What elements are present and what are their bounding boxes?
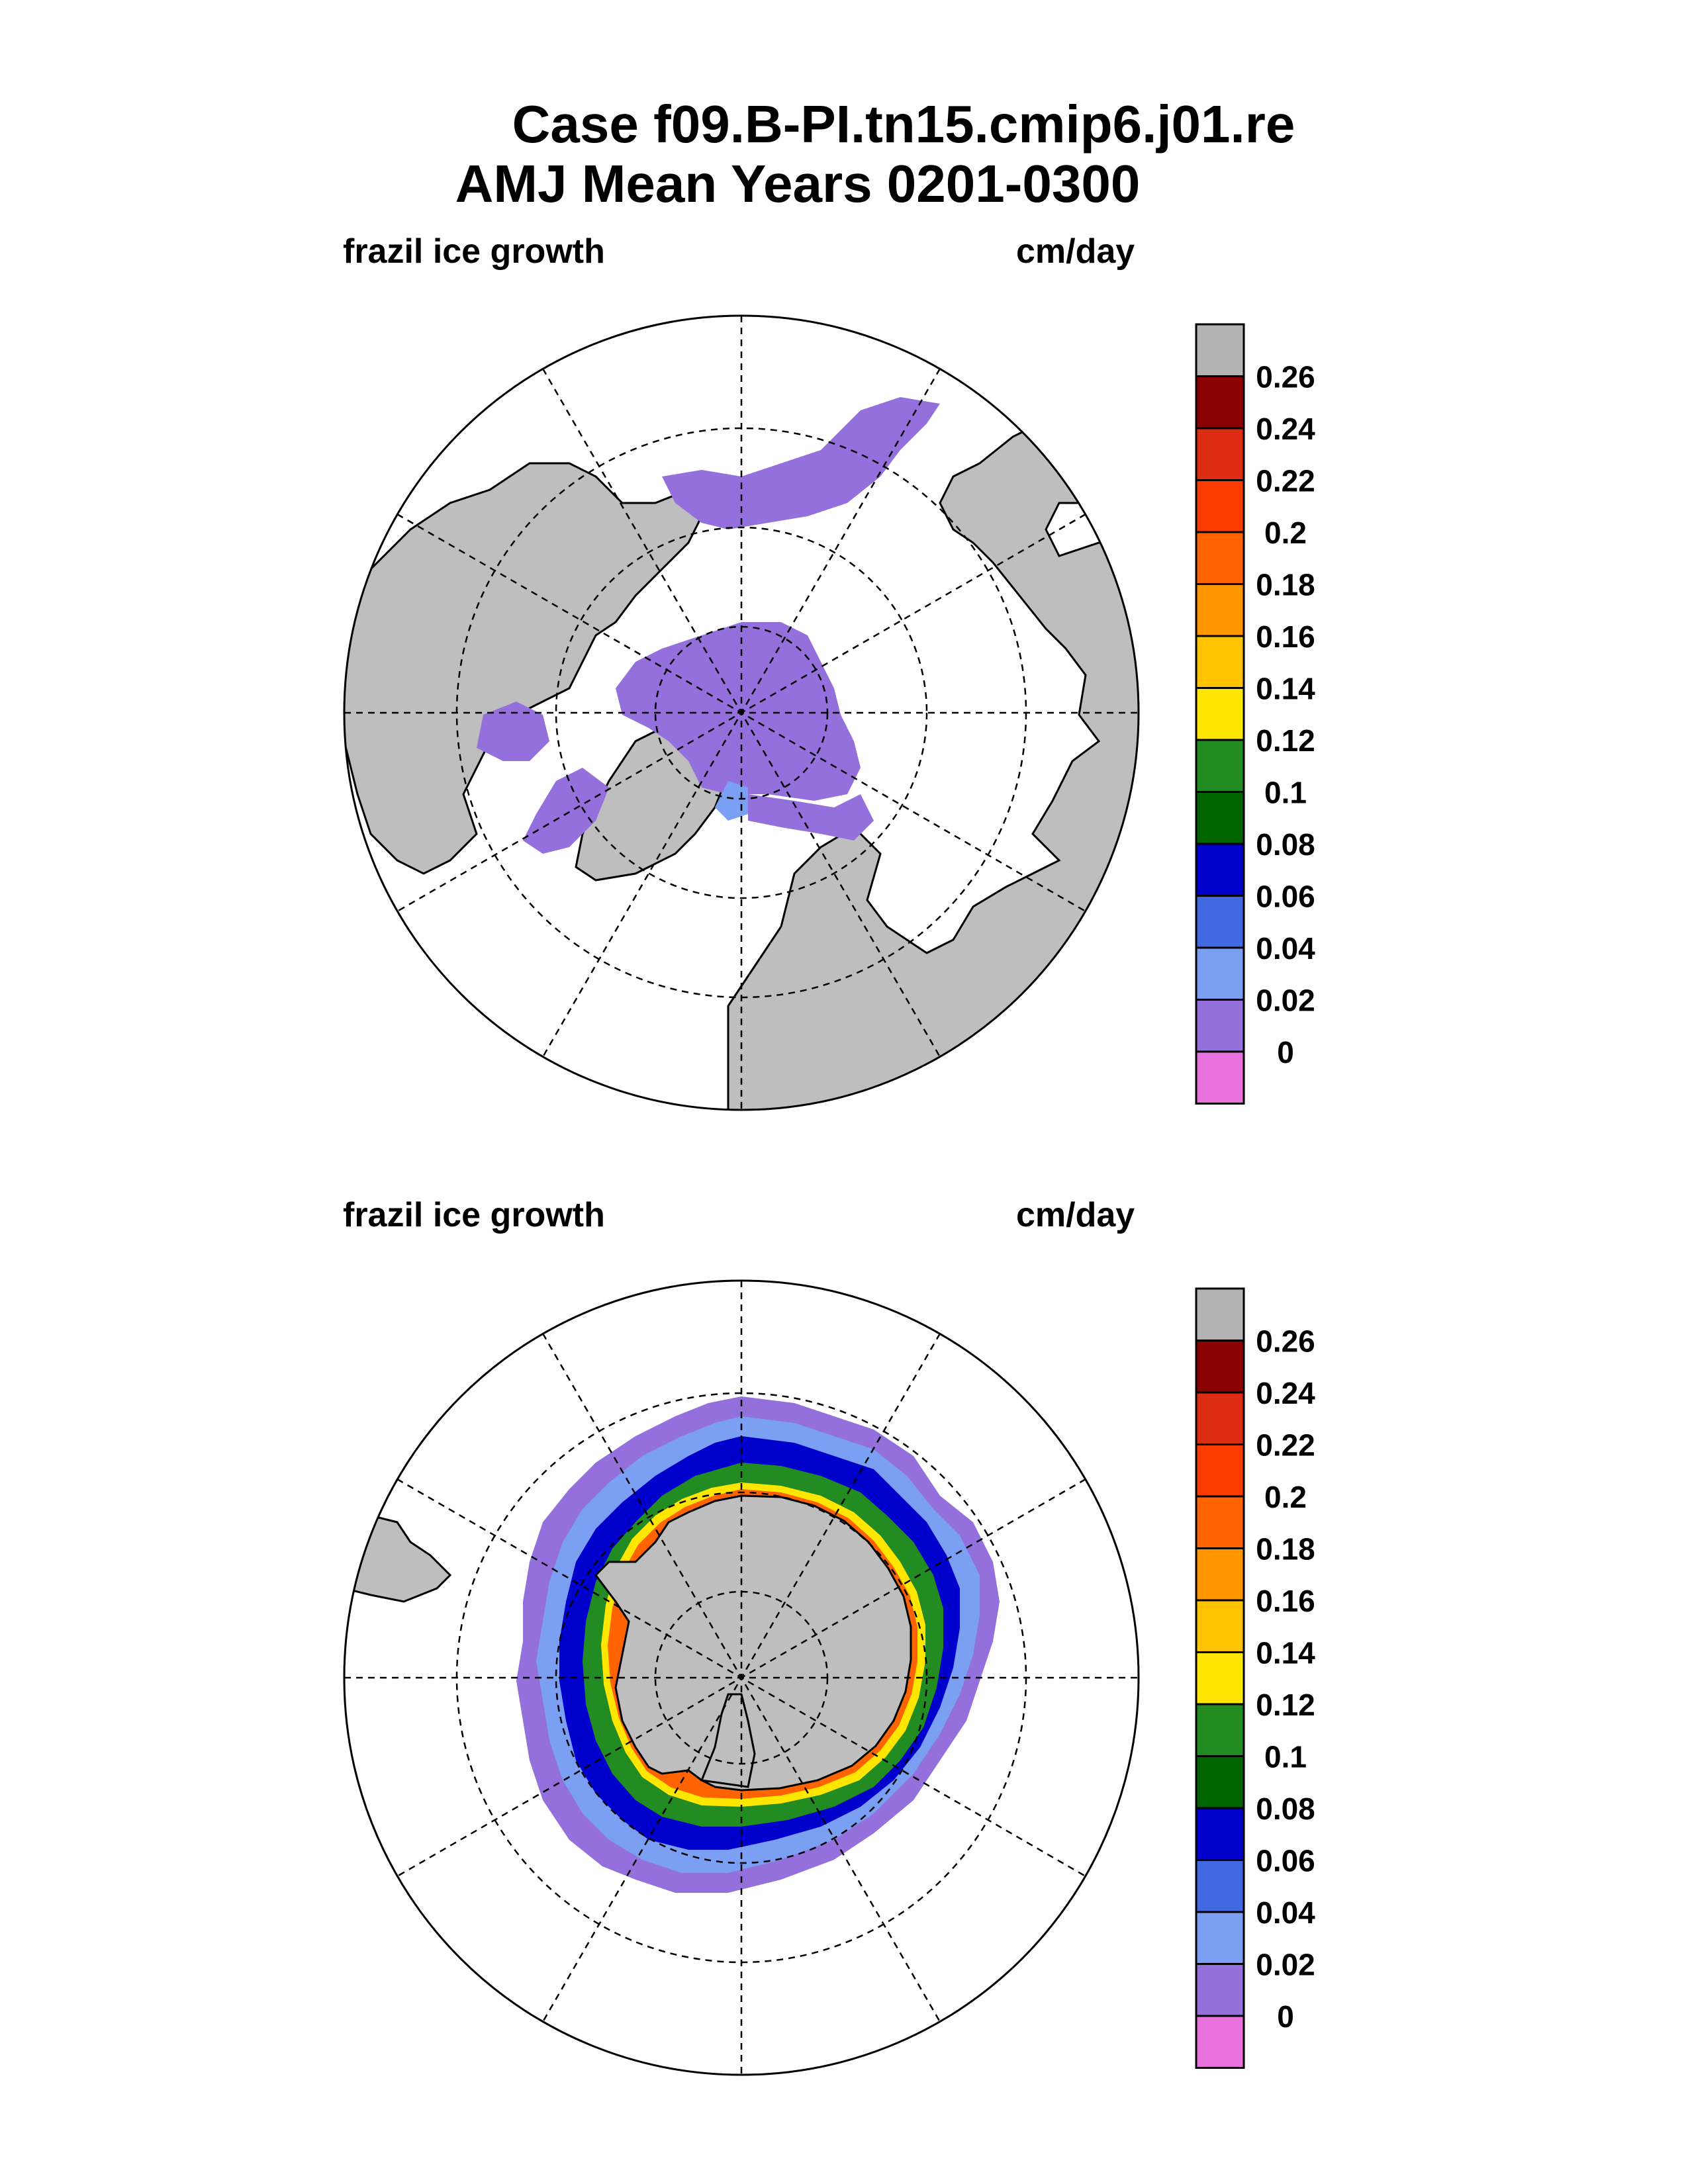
north-graticule [344, 316, 1139, 1110]
colorbar-north-swatch-9 [1195, 791, 1245, 845]
panel1-units-label: cm/day [1016, 232, 1135, 271]
colorbar-north-tick-label: 0.18 [1256, 568, 1315, 602]
colorbar-south-tick-label: 0.04 [1256, 1895, 1315, 1930]
panel2-units-label: cm/day [1016, 1196, 1135, 1234]
north-polar-map [343, 314, 1140, 1111]
colorbar-north-tick-label: 0.2 [1264, 516, 1307, 550]
panel2-variable-label: frazil ice growth [343, 1196, 605, 1234]
colorbar-north-tick-label: 0.06 [1256, 880, 1315, 914]
colorbar-south-swatch-1 [1195, 1340, 1245, 1394]
colorbar-south-tick-label: 0.14 [1256, 1636, 1315, 1670]
colorbar-south-tick-label: 0.26 [1256, 1324, 1315, 1359]
colorbar-south-swatch-8 [1195, 1703, 1245, 1757]
north-frazil-barents [748, 794, 874, 841]
colorbar-south-swatch-11 [1195, 1859, 1245, 1913]
colorbar-north-tick-label: 0.16 [1256, 619, 1315, 654]
colorbar-south-swatch-7 [1195, 1651, 1245, 1706]
colorbar-south-swatch-12 [1195, 1911, 1245, 1965]
colorbar-north-swatch-4 [1195, 531, 1245, 585]
north-frazil-labrador [523, 768, 609, 854]
colorbar-north-tick-label: 0.22 [1256, 464, 1315, 498]
colorbar-north-tick-label: 0.04 [1256, 931, 1315, 966]
colorbar-south-tick-label: 0.08 [1256, 1792, 1315, 1826]
colorbar-north-swatch-1 [1195, 375, 1245, 430]
colorbar-north-swatch-0 [1195, 323, 1245, 377]
figure-title-line1: Case f09.B-PI.tn15.cmip6.j01.re [512, 95, 1295, 154]
colorbar-north-tick-label: 0.02 [1256, 983, 1315, 1018]
colorbar-south-tick-label: 0.06 [1256, 1844, 1315, 1878]
colorbar-south-tick-label: 0 [1277, 1999, 1294, 2034]
colorbar-south-tick-label: 0.2 [1264, 1480, 1307, 1514]
colorbar-north-swatch-5 [1195, 583, 1245, 637]
colorbar-north-tick-label: 0.24 [1256, 412, 1315, 446]
colorbar-south-tick-label: 0.16 [1256, 1584, 1315, 1618]
colorbar-north-tick-label: 0.14 [1256, 672, 1315, 706]
colorbar-south-swatch-2 [1195, 1391, 1245, 1445]
colorbar-north-tick-label: 0.12 [1256, 723, 1315, 758]
north-frazil-fram [715, 781, 748, 821]
colorbar-north-swatch-6 [1195, 635, 1245, 689]
colorbar-north: 0.26 0.24 0.22 0.2 0.18 0.16 0.14 0.12 0.1 0.08 0.… [1195, 323, 1315, 1105]
colorbar-south-tick-label: 0.02 [1256, 1948, 1315, 1982]
colorbar-north-tick-label: 0.1 [1264, 776, 1307, 810]
north-land-north-america [344, 462, 703, 875]
colorbar-south: 0.26 0.24 0.22 0.2 0.18 0.16 0.14 0.12 0.1 0.08 0.… [1195, 1287, 1315, 2069]
colorbar-south-swatch-3 [1195, 1443, 1245, 1498]
north-map-border [343, 314, 1140, 1111]
colorbar-south-tick-label: 0.18 [1256, 1532, 1315, 1567]
colorbar-south-tick-label: 0.12 [1256, 1688, 1315, 1722]
south-polar-map [343, 1279, 1140, 2076]
colorbar-south-swatch-4 [1195, 1495, 1245, 1549]
colorbar-north-tick-label: 0 [1277, 1035, 1294, 1069]
figure-title-line2: AMJ Mean Years 0201-0300 [455, 154, 1141, 213]
colorbar-south-swatch-13 [1195, 1963, 1245, 2017]
colorbar-south-swatch-5 [1195, 1547, 1245, 1602]
north-frazil-bering [662, 397, 940, 529]
colorbar-north-swatch-14 [1195, 1050, 1245, 1105]
colorbar-north-swatch-3 [1195, 479, 1245, 533]
colorbar-south-tick-label: 0.22 [1256, 1428, 1315, 1463]
south-graticule [344, 1281, 1139, 2075]
colorbar-north-swatch-7 [1195, 687, 1245, 741]
north-frazil-hudson [477, 702, 549, 761]
south-map-border [343, 1279, 1140, 2076]
colorbar-north-swatch-8 [1195, 739, 1245, 793]
colorbar-south-swatch-9 [1195, 1755, 1245, 1809]
colorbar-north-swatch-13 [1195, 999, 1245, 1053]
colorbar-north-swatch-10 [1195, 842, 1245, 897]
colorbar-north-swatch-11 [1195, 895, 1245, 949]
colorbar-south-swatch-0 [1195, 1287, 1245, 1342]
colorbar-south-tick-label: 0.1 [1264, 1740, 1307, 1774]
colorbar-north-swatch-2 [1195, 427, 1245, 481]
colorbar-south-swatch-14 [1195, 2015, 1245, 2069]
colorbar-south-swatch-6 [1195, 1599, 1245, 1653]
colorbar-north-tick-label: 0.08 [1256, 827, 1315, 862]
colorbar-north-swatch-12 [1195, 946, 1245, 1001]
colorbar-north-tick-label: 0.26 [1256, 360, 1315, 394]
panel1-variable-label: frazil ice growth [343, 232, 605, 271]
colorbar-south-swatch-10 [1195, 1807, 1245, 1861]
colorbar-south-tick-label: 0.24 [1256, 1376, 1315, 1410]
